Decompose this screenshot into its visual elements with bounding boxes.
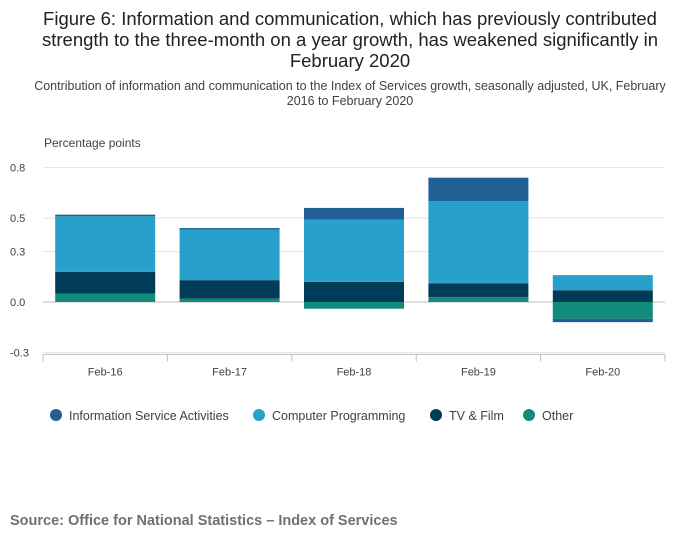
- bar-other-feb-20[interactable]: [552, 302, 653, 319]
- x-tick-label: Feb-17: [212, 366, 247, 378]
- legend-marker[interactable]: [430, 409, 442, 421]
- y-tick-label: 0.8: [10, 163, 25, 175]
- x-tick-label: Feb-18: [337, 366, 372, 378]
- y-tick-label: 0.0: [10, 297, 25, 309]
- bar-computer-programming-feb-20[interactable]: [552, 275, 653, 291]
- legend-label[interactable]: Information Service Activities: [69, 409, 229, 423]
- bar-tv-film-feb-16[interactable]: [55, 271, 156, 294]
- y-tick-label: 0.3: [10, 247, 25, 259]
- legend-marker[interactable]: [50, 409, 62, 421]
- legend-marker[interactable]: [523, 409, 535, 421]
- x-tick-label: Feb-20: [585, 366, 620, 378]
- bar-information-service-activities-feb-20[interactable]: [552, 318, 653, 323]
- bar-tv-film-feb-20[interactable]: [552, 290, 653, 302]
- legend-label[interactable]: Computer Programming: [272, 409, 405, 423]
- bar-other-feb-18[interactable]: [304, 302, 404, 309]
- x-tick-label: Feb-16: [88, 366, 123, 378]
- bar-computer-programming-feb-16[interactable]: [55, 216, 156, 272]
- bar-computer-programming-feb-18[interactable]: [304, 219, 404, 282]
- bar-information-service-activities-feb-18[interactable]: [304, 207, 404, 220]
- y-tick-label: 0.5: [10, 213, 25, 225]
- y-axis-label: Percentage points: [44, 136, 141, 150]
- x-tick-label: Feb-19: [461, 366, 496, 378]
- bar-other-feb-17[interactable]: [179, 298, 280, 302]
- bar-other-feb-19[interactable]: [428, 296, 529, 302]
- legend-label[interactable]: TV & Film: [449, 409, 504, 423]
- stacked-bar-chart: Percentage points 0.8 0.5 0.3 0.0 -0.3 Feb-16 F…: [10, 136, 666, 423]
- source-note: Source: Office for National Statistics –…: [10, 513, 398, 529]
- bar-tv-film-feb-18[interactable]: [304, 281, 404, 302]
- bar-tv-film-feb-17[interactable]: [179, 280, 280, 299]
- bar-computer-programming-feb-17[interactable]: [179, 229, 280, 281]
- chart-subtitle: Contribution of information and communic…: [34, 79, 666, 108]
- bar-information-service-activities-feb-19[interactable]: [428, 177, 529, 202]
- bar-computer-programming-feb-19[interactable]: [428, 201, 529, 284]
- chart-title: Figure 6: Information and communication,…: [42, 8, 658, 71]
- bar-information-service-activities-feb-16[interactable]: [55, 214, 156, 217]
- y-tick-label: -0.3: [10, 347, 29, 359]
- bar-tv-film-feb-19[interactable]: [428, 283, 529, 297]
- legend-marker[interactable]: [253, 409, 265, 421]
- bar-information-service-activities-feb-17[interactable]: [179, 228, 280, 230]
- legend-label[interactable]: Other: [542, 409, 573, 423]
- bar-other-feb-16[interactable]: [55, 293, 156, 302]
